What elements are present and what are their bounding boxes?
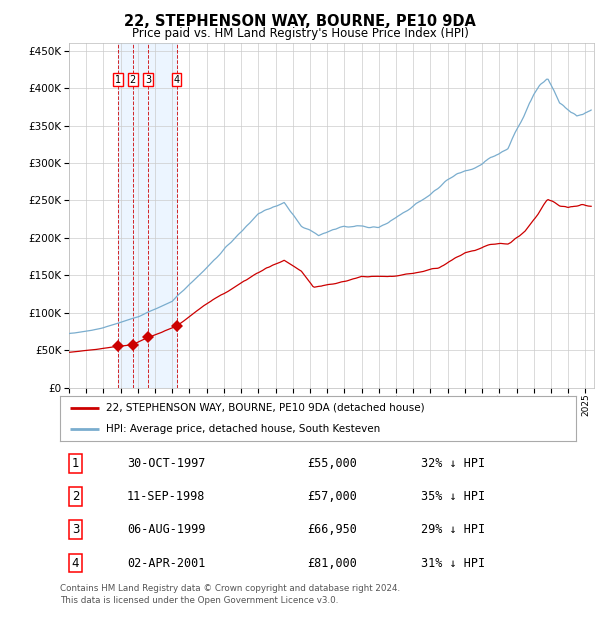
Text: 29% ↓ HPI: 29% ↓ HPI xyxy=(421,523,485,536)
Text: 06-AUG-1999: 06-AUG-1999 xyxy=(127,523,205,536)
Text: 4: 4 xyxy=(173,74,179,84)
Text: 2: 2 xyxy=(72,490,79,503)
Text: 22, STEPHENSON WAY, BOURNE, PE10 9DA: 22, STEPHENSON WAY, BOURNE, PE10 9DA xyxy=(124,14,476,29)
Text: £66,950: £66,950 xyxy=(308,523,358,536)
Text: 31% ↓ HPI: 31% ↓ HPI xyxy=(421,557,485,570)
Text: 30-OCT-1997: 30-OCT-1997 xyxy=(127,456,205,469)
Text: 3: 3 xyxy=(145,74,151,84)
Text: 22, STEPHENSON WAY, BOURNE, PE10 9DA (detached house): 22, STEPHENSON WAY, BOURNE, PE10 9DA (de… xyxy=(106,403,425,413)
Text: £57,000: £57,000 xyxy=(308,490,358,503)
Text: Price paid vs. HM Land Registry's House Price Index (HPI): Price paid vs. HM Land Registry's House … xyxy=(131,27,469,40)
Text: HPI: Average price, detached house, South Kesteven: HPI: Average price, detached house, Sout… xyxy=(106,424,380,434)
Text: £55,000: £55,000 xyxy=(308,456,358,469)
Text: 1: 1 xyxy=(115,74,121,84)
Text: Contains HM Land Registry data © Crown copyright and database right 2024.
This d: Contains HM Land Registry data © Crown c… xyxy=(60,584,400,605)
Text: 02-APR-2001: 02-APR-2001 xyxy=(127,557,205,570)
Text: 2: 2 xyxy=(130,74,136,84)
Text: 11-SEP-1998: 11-SEP-1998 xyxy=(127,490,205,503)
Text: 32% ↓ HPI: 32% ↓ HPI xyxy=(421,456,485,469)
Text: £81,000: £81,000 xyxy=(308,557,358,570)
Text: 1: 1 xyxy=(72,456,79,469)
Text: 3: 3 xyxy=(72,523,79,536)
Bar xyxy=(118,43,176,388)
Text: 4: 4 xyxy=(72,557,79,570)
Text: 35% ↓ HPI: 35% ↓ HPI xyxy=(421,490,485,503)
